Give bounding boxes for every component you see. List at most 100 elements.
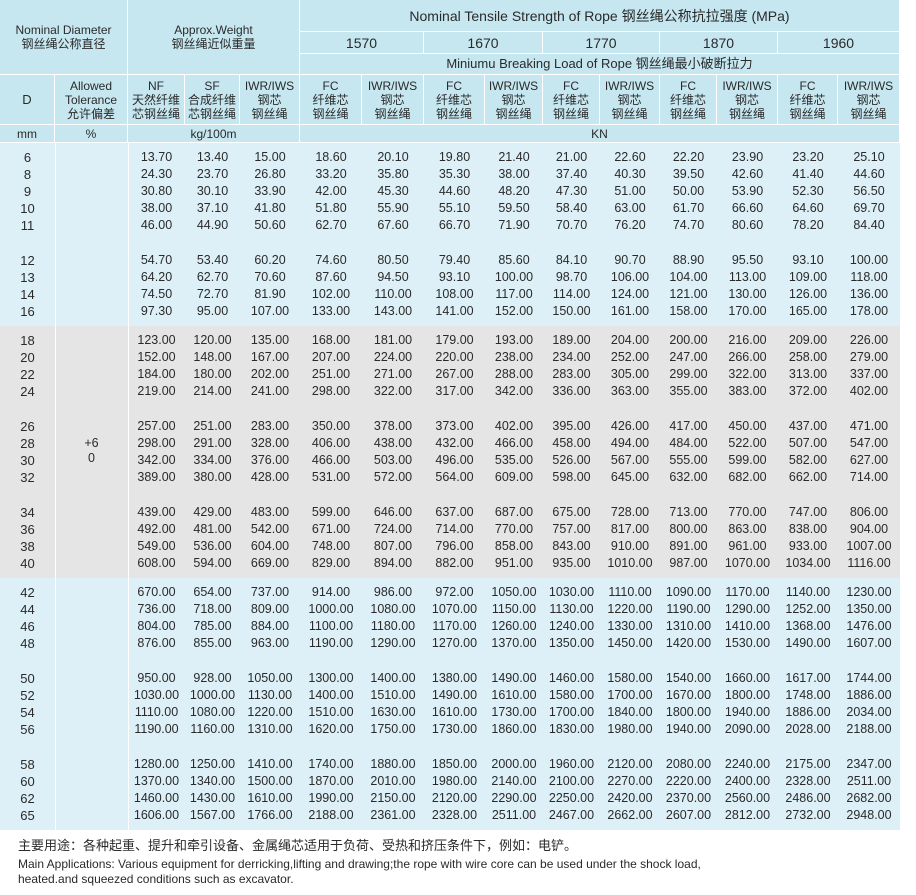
column-header-text: 纤维芯 (552, 92, 589, 107)
value: 507.00 (788, 436, 828, 450)
value: 1290.00 (724, 602, 771, 616)
value: 2347.00 (846, 757, 892, 771)
value: 207.00 (311, 350, 351, 364)
value: 283.00 (552, 367, 591, 381)
value: 1220.00 (607, 602, 653, 616)
value: 935.00 (552, 556, 591, 570)
value: 266.00 (728, 350, 767, 364)
value: 1610.00 (247, 791, 293, 805)
unit-header-text: % (85, 126, 97, 141)
value: 202.00 (250, 367, 290, 381)
value: 1670.00 (665, 688, 712, 702)
diameter: 20 (20, 350, 35, 365)
value: 226.00 (849, 333, 889, 347)
value: 2188.00 (308, 808, 354, 822)
value: 288.00 (494, 367, 534, 381)
value: 904.00 (849, 522, 889, 536)
value: 38.00 (498, 167, 530, 181)
value: 747.00 (788, 505, 828, 519)
column-header-text: 纤维芯 (669, 92, 706, 107)
value: 1606.00 (133, 808, 180, 822)
value: 858.00 (494, 539, 534, 553)
value: 1007.00 (846, 539, 892, 553)
column-header-text: 钢丝绳 (312, 106, 349, 121)
value: 1490.00 (785, 636, 831, 650)
value: 1252.00 (785, 602, 831, 616)
value: 298.00 (137, 436, 176, 450)
value: 855.00 (193, 636, 232, 650)
value: 1100.00 (308, 619, 354, 633)
value: 736.00 (137, 602, 176, 616)
value: 438.00 (373, 436, 413, 450)
value: 829.00 (311, 556, 351, 570)
value: 1800.00 (665, 705, 712, 719)
value: 62.70 (196, 270, 229, 284)
value: 417.00 (669, 419, 708, 433)
value: 2467.00 (548, 808, 595, 822)
value: 891.00 (669, 539, 708, 553)
value: 95.50 (731, 253, 764, 267)
value: 38.00 (140, 201, 173, 215)
value: 961.00 (728, 539, 767, 553)
value: 1410.00 (247, 757, 293, 771)
value: 46.00 (140, 218, 173, 232)
unit-header: KN (300, 125, 900, 143)
value: 1617.00 (785, 671, 831, 685)
diameter: 46 (20, 619, 35, 634)
value: 342.00 (137, 453, 176, 467)
value: 1090.00 (665, 585, 712, 599)
value: 1050.00 (247, 671, 293, 685)
value: 2682.00 (846, 791, 892, 805)
value: 23.70 (196, 167, 229, 181)
breaking-header-text: Miniumu Breaking Load of Rope 钢丝绳最小破断拉力 (446, 56, 753, 71)
value: 123.00 (137, 333, 176, 347)
value: 1886.00 (785, 705, 831, 719)
value: 291.00 (193, 436, 232, 450)
value: 1270.00 (431, 636, 478, 650)
diameter: 56 (20, 722, 35, 737)
value: 1260.00 (491, 619, 537, 633)
column-header-text: FC (563, 78, 579, 93)
value: 466.00 (311, 453, 351, 467)
column-header-text: 钢丝绳 (611, 106, 648, 121)
value: 2220.00 (665, 774, 712, 788)
value: 22.20 (672, 150, 705, 164)
value: 2732.00 (785, 808, 831, 822)
value: 84.40 (853, 218, 885, 232)
value: 85.60 (498, 253, 530, 267)
value: 963.00 (250, 636, 290, 650)
column-header-text: FC (446, 78, 462, 93)
grade-header-text: 1960 (822, 34, 855, 51)
breaking-header: Miniumu Breaking Load of Rope 钢丝绳最小破断拉力 (300, 54, 900, 75)
value: 1410.00 (724, 619, 771, 633)
grade-header-text: 1670 (467, 34, 499, 51)
value: 800.00 (669, 522, 708, 536)
value: 1460.00 (133, 791, 180, 805)
value: 2120.00 (607, 757, 653, 771)
column-header: NF 天然纤维 芯钢丝绳 (128, 75, 185, 125)
value: 483.00 (250, 505, 290, 519)
value: 88.90 (672, 253, 705, 267)
column-header-text: IWR/IWS (488, 78, 539, 93)
value: 2328.00 (785, 774, 831, 788)
value: 669.00 (250, 556, 290, 570)
footer-zh: 主要用途：各种起重、提升和牵引设备、金属绳芯适用于负荷、受热和挤压条件下，例如：… (18, 838, 578, 853)
column-header-text: NF (148, 78, 164, 93)
value: 120.00 (193, 333, 232, 347)
value: 549.00 (137, 539, 176, 553)
diameter: 54 (20, 705, 35, 720)
value: 1110.00 (134, 705, 179, 719)
value: 97.30 (140, 304, 173, 318)
value: 60.20 (254, 253, 286, 267)
value: 1980.00 (607, 722, 653, 736)
value: 1070.00 (724, 556, 771, 570)
value: 654.00 (193, 585, 232, 599)
column-header-text: 钢丝绳 (789, 106, 826, 121)
value: 1420.00 (665, 636, 712, 650)
value: 2000.00 (491, 757, 537, 771)
diameter: 38 (20, 539, 35, 554)
value: 1400.00 (370, 671, 416, 685)
value: 894.00 (373, 556, 413, 570)
diameter-header-text: Nominal Diameter (15, 23, 112, 37)
value: 1744.00 (846, 671, 892, 685)
